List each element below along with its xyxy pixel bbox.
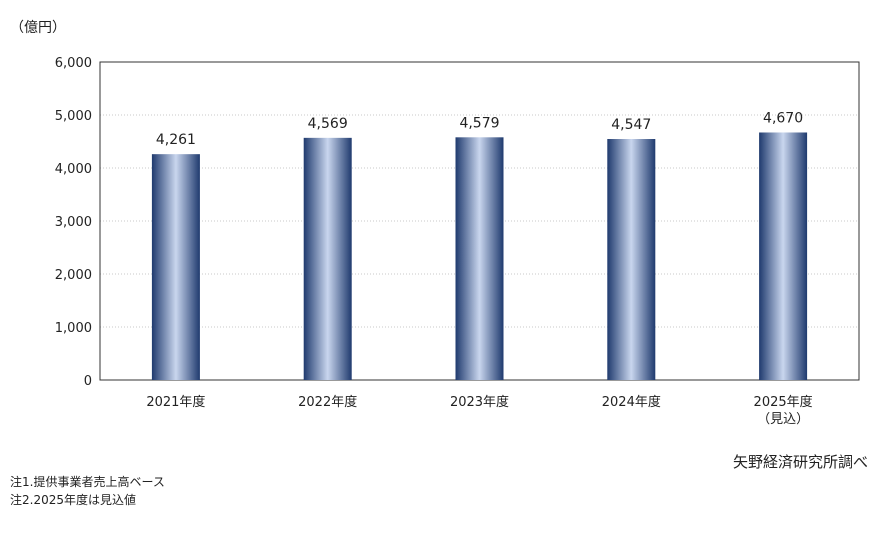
x-tick-label: 2024年度 (602, 394, 661, 410)
bar (759, 132, 808, 380)
data-label: 4,670 (763, 110, 803, 126)
y-tick-label: 6,000 (55, 56, 92, 71)
y-tick-label: 2,000 (55, 268, 92, 283)
x-tick-label: 2021年度 (146, 394, 205, 410)
y-tick-label: 1,000 (55, 321, 92, 336)
x-tick-label: 2023年度 (450, 394, 509, 410)
x-tick-label: 2022年度 (298, 394, 357, 410)
note-2: 注2.2025年度は見込値 (10, 492, 136, 507)
x-tick-label: 2025年度 (754, 394, 813, 410)
data-label: 4,579 (459, 115, 499, 131)
y-axis-unit-label: （億円） (10, 20, 66, 36)
x-tick-label: （見込） (757, 412, 809, 427)
data-label: 4,261 (156, 132, 196, 148)
gridlines (100, 114, 859, 328)
x-axis-labels: 2021年度 2022年度 2023年度 2024年度 2025年度 （見込） (146, 394, 812, 427)
bars (151, 132, 808, 380)
source-label: 矢野経済研究所調べ (733, 453, 868, 471)
y-tick-label: 0 (84, 374, 92, 389)
data-label: 4,569 (308, 116, 348, 132)
bar (455, 137, 504, 380)
y-tick-label: 5,000 (55, 109, 92, 124)
bar (607, 139, 656, 380)
note-1: 注1.提供事業者売上高ベース (10, 474, 165, 489)
data-labels: 4,261 4,569 4,579 4,547 4,670 (156, 110, 803, 148)
y-axis-ticks: 0 1,000 2,000 3,000 4,000 5,000 6,000 (55, 56, 92, 389)
y-tick-label: 4,000 (55, 162, 92, 177)
y-tick-label: 3,000 (55, 215, 92, 230)
bar (151, 154, 200, 380)
data-label: 4,547 (611, 117, 651, 133)
bar (303, 137, 352, 380)
